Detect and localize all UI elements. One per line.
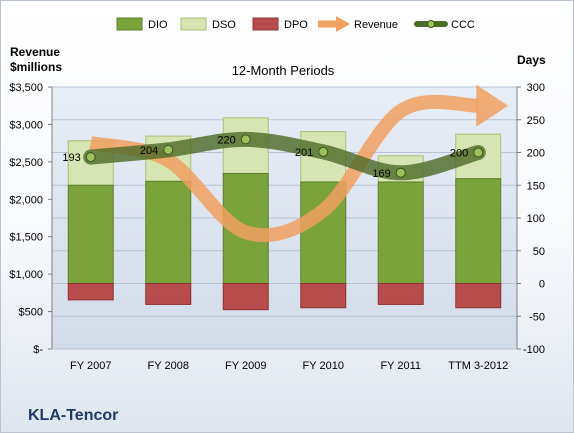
left-axis-tick-label: $1,000 xyxy=(9,269,43,281)
x-axis-tick-label: FY 2010 xyxy=(303,360,344,372)
legend: DIO DSO DPO Revenue CCC xyxy=(116,16,475,32)
ccc-data-label: 201 xyxy=(295,147,313,159)
chart-title: 12-Month Periods xyxy=(232,63,335,78)
ccc-point xyxy=(85,152,96,163)
ccc-point xyxy=(395,167,406,178)
left-axis-tick-label: $- xyxy=(33,344,43,356)
ccc-point xyxy=(318,146,329,157)
bar-dio xyxy=(67,184,114,284)
bar-dio xyxy=(377,181,424,285)
ccc-data-label: 220 xyxy=(217,134,235,146)
ccc-point xyxy=(240,134,251,145)
legend-swatch-revenue-arrowhead xyxy=(336,16,350,32)
legend-swatch-dpo xyxy=(252,17,279,31)
lines-layer xyxy=(83,84,509,243)
labels-layer: 193 204 220 201 169 200 xyxy=(62,134,468,179)
right-axis-tick-label: 250 xyxy=(527,115,545,127)
bar-dpo xyxy=(222,283,269,311)
legend-label-ccc: CCC xyxy=(451,19,475,31)
x-axis-tick-label: FY 2009 xyxy=(225,360,266,372)
axes-layer: -100 -50 0 50 100 150 200 250 300 $- $500 $1,000 $1,… xyxy=(9,82,545,372)
company-name: KLA-Tencor xyxy=(28,407,118,424)
left-axis-tick-label: $3,000 xyxy=(9,119,43,131)
left-axis-tick-label: $3,500 xyxy=(9,82,43,94)
x-axis-tick-label: FY 2007 xyxy=(70,360,111,372)
right-axis-tick-label: -100 xyxy=(523,344,545,356)
right-axis-tick-label: -50 xyxy=(529,311,545,323)
left-axis-tick-label: $1,500 xyxy=(9,232,43,244)
right-axis-tick-label: 100 xyxy=(527,213,545,225)
right-axis-tick-label: 300 xyxy=(527,82,545,94)
ccc-data-label: 169 xyxy=(372,168,390,180)
legend-swatch-ccc-marker xyxy=(427,20,435,28)
right-axis-title: Days xyxy=(517,53,546,67)
left-axis-tick-label: $2,000 xyxy=(9,194,43,206)
ccc-point xyxy=(163,144,174,155)
legend-swatch-dio xyxy=(116,17,143,31)
bar-dpo xyxy=(145,283,192,305)
bar-dpo xyxy=(67,283,114,301)
right-axis-tick-label: 50 xyxy=(533,246,545,258)
revenue-arrowhead xyxy=(476,84,509,127)
x-axis-tick-label: FY 2011 xyxy=(380,360,421,372)
left-axis-title-line1: Revenue xyxy=(10,45,60,59)
left-axis-tick-label: $500 xyxy=(19,307,43,319)
revenue-line xyxy=(89,94,479,243)
bar-dio xyxy=(145,180,192,285)
legend-label-revenue: Revenue xyxy=(354,19,398,31)
ccc-data-label: 200 xyxy=(450,148,468,160)
legend-swatch-dso xyxy=(180,17,207,31)
bar-dio xyxy=(455,178,502,284)
ccc-data-label: 204 xyxy=(140,145,158,157)
left-axis-tick-label: $2,500 xyxy=(9,157,43,169)
ccc-point xyxy=(473,147,484,158)
right-axis-tick-label: 0 xyxy=(539,279,545,291)
bar-dpo xyxy=(377,283,424,305)
x-axis-tick-label: TTM 3-2012 xyxy=(448,360,508,372)
right-axis-tick-label: 200 xyxy=(527,148,545,160)
x-axis-tick-label: FY 2008 xyxy=(148,360,189,372)
legend-label-dpo: DPO xyxy=(284,19,308,31)
ccc-data-label: 193 xyxy=(62,152,80,164)
right-axis-tick-label: 150 xyxy=(527,180,545,192)
legend-label-dio: DIO xyxy=(148,19,168,31)
legend-label-dso: DSO xyxy=(212,19,236,31)
left-axis-title-line2: $millions xyxy=(10,60,62,74)
bar-dpo xyxy=(455,283,502,309)
bar-dpo xyxy=(300,283,347,309)
gridlines xyxy=(52,86,517,350)
